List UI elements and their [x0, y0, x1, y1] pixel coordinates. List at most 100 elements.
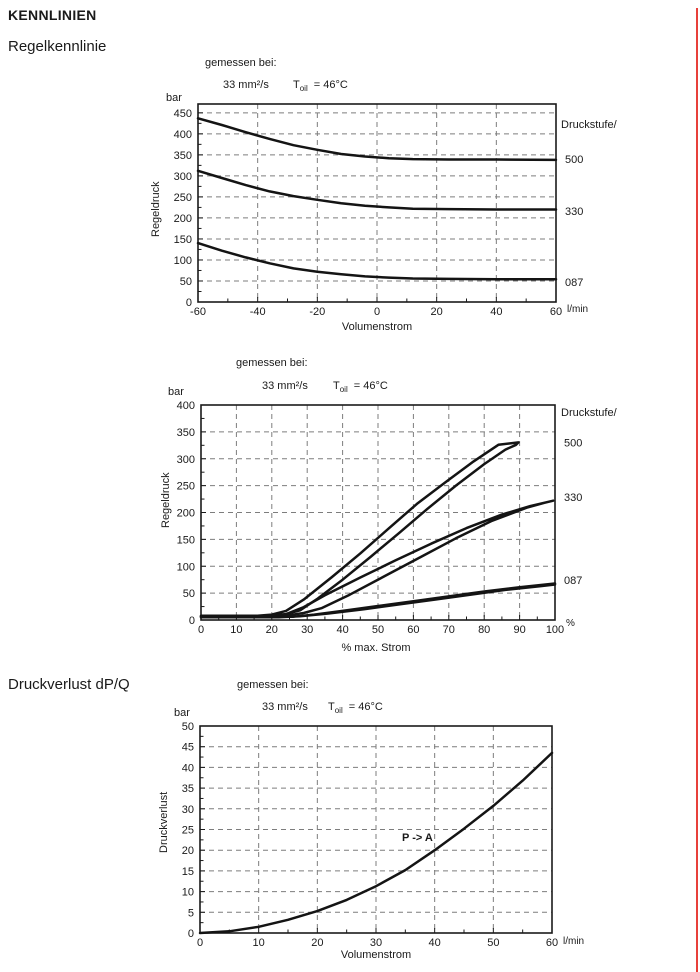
page-title: KENNLINIEN: [8, 7, 97, 23]
svg-text:-40: -40: [250, 306, 266, 318]
svg-text:50: 50: [183, 588, 195, 600]
svg-text:400: 400: [177, 400, 195, 412]
svg-text:0: 0: [189, 615, 195, 627]
svg-text:35: 35: [182, 783, 194, 795]
chart1-legend-title: Druckstufe/: [561, 119, 617, 131]
chart3-y-unit-label: bar: [174, 707, 190, 719]
svg-text:330: 330: [564, 492, 582, 504]
chart3-y-axis-title: Druckverlust: [158, 791, 170, 853]
chart1-viscosity-value: 33 mm²/s: [223, 79, 269, 91]
chart2-legend-title: Druckstufe/: [561, 407, 617, 419]
svg-text:20: 20: [182, 845, 194, 857]
svg-text:0: 0: [374, 306, 380, 318]
chart1-y-unit-label: bar: [166, 92, 182, 104]
chart1-y-axis-title: Regeldruck: [150, 181, 162, 237]
chart1-x-axis-title: Volumenstrom: [341, 321, 413, 333]
svg-text:25: 25: [182, 825, 194, 837]
svg-text:15: 15: [182, 866, 194, 878]
svg-text:330: 330: [565, 206, 583, 218]
chart2-viscosity-value: 33 mm²/s: [262, 380, 308, 392]
svg-text:40: 40: [336, 624, 348, 636]
t-equals-value: = 46°C: [348, 701, 383, 713]
svg-text:80: 80: [478, 624, 490, 636]
svg-text:50: 50: [180, 276, 192, 288]
chart1-oil-temp-value: Toil = 46°C: [293, 79, 348, 93]
chart1-measured-label: gemessen bei:: [205, 57, 277, 69]
section-regelkennlinie-label: Regelkennlinie: [8, 38, 107, 55]
svg-text:0: 0: [186, 297, 192, 309]
svg-text:0: 0: [198, 624, 204, 636]
svg-text:40: 40: [182, 762, 194, 774]
t-subscript: oil: [299, 84, 308, 94]
t-subscript: oil: [339, 385, 348, 395]
chart3-x-axis-title: Volumenstrom: [340, 949, 412, 961]
svg-text:10: 10: [182, 887, 194, 899]
svg-text:087: 087: [565, 277, 583, 289]
svg-text:-60: -60: [190, 306, 206, 318]
svg-text:0: 0: [197, 937, 203, 949]
svg-text:500: 500: [565, 154, 583, 166]
svg-text:450: 450: [174, 108, 192, 120]
svg-text:20: 20: [266, 624, 278, 636]
svg-text:300: 300: [177, 454, 195, 466]
svg-text:5: 5: [188, 907, 194, 919]
chart3-curve-annotation: P -> A: [402, 832, 433, 844]
svg-text:30: 30: [301, 624, 313, 636]
svg-text:90: 90: [513, 624, 525, 636]
t-equals-value: = 46°C: [353, 380, 388, 392]
svg-text:100: 100: [546, 624, 564, 636]
t-symbol: T: [293, 79, 300, 91]
svg-text:50: 50: [182, 721, 194, 733]
svg-text:10: 10: [253, 937, 265, 949]
svg-text:40: 40: [429, 937, 441, 949]
svg-text:50: 50: [372, 624, 384, 636]
svg-text:40: 40: [490, 306, 502, 318]
t-subscript: oil: [334, 706, 343, 716]
svg-text:200: 200: [177, 508, 195, 520]
chart3-x-unit-label: l/min: [563, 936, 585, 947]
chart2-y-unit-label: bar: [168, 386, 184, 398]
svg-text:250: 250: [174, 192, 192, 204]
chart3-measured-label: gemessen bei:: [237, 679, 309, 691]
svg-text:300: 300: [174, 171, 192, 183]
svg-text:150: 150: [174, 234, 192, 246]
svg-text:45: 45: [182, 742, 194, 754]
svg-text:100: 100: [174, 255, 192, 267]
svg-text:20: 20: [431, 306, 443, 318]
svg-text:400: 400: [174, 129, 192, 141]
chart2-x-unit-label: %: [566, 618, 575, 629]
chart1-x-unit-label: l/min: [567, 304, 589, 315]
svg-text:60: 60: [546, 937, 558, 949]
svg-text:70: 70: [443, 624, 455, 636]
chart2-x-axis-title: % max. Strom: [341, 642, 411, 654]
svg-text:60: 60: [550, 306, 562, 318]
section-druckverlust-label: Druckverlust dP/Q: [8, 676, 130, 693]
svg-text:60: 60: [407, 624, 419, 636]
chart2-oil-temp-value: Toil = 46°C: [333, 380, 388, 394]
page-edge-marker: [696, 8, 698, 972]
svg-text:10: 10: [230, 624, 242, 636]
chart3-viscosity-value: 33 mm²/s: [262, 701, 308, 713]
svg-text:50: 50: [487, 937, 499, 949]
svg-text:30: 30: [370, 937, 382, 949]
t-equals-value: = 46°C: [313, 79, 348, 91]
svg-text:350: 350: [177, 427, 195, 439]
svg-text:087: 087: [564, 575, 582, 587]
svg-text:100: 100: [177, 561, 195, 573]
svg-text:350: 350: [174, 150, 192, 162]
svg-text:250: 250: [177, 481, 195, 493]
t-symbol: T: [328, 701, 335, 713]
chart3-oil-temp-value: Toil = 46°C: [328, 701, 383, 715]
svg-text:20: 20: [311, 937, 323, 949]
t-symbol: T: [333, 380, 340, 392]
svg-text:150: 150: [177, 534, 195, 546]
chart2-y-axis-title: Regeldruck: [160, 472, 172, 528]
chart2-measured-label: gemessen bei:: [236, 357, 308, 369]
svg-text:200: 200: [174, 213, 192, 225]
svg-text:30: 30: [182, 804, 194, 816]
svg-text:-20: -20: [309, 306, 325, 318]
svg-text:500: 500: [564, 438, 582, 450]
svg-text:0: 0: [188, 928, 194, 940]
